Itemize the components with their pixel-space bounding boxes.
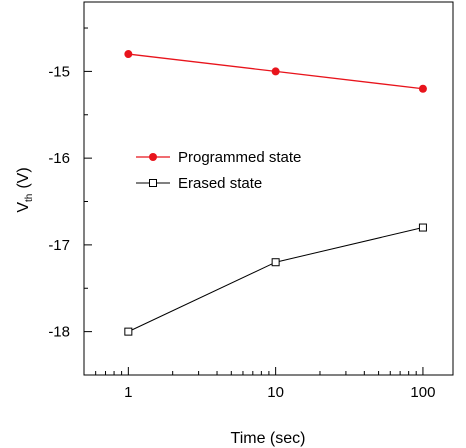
legend-marker-programmed [149, 153, 157, 161]
legend-label-erased: Erased state [178, 175, 262, 192]
y-tick-label: -17 [48, 237, 70, 254]
legend-item-erased: Erased state [136, 175, 262, 192]
legend-label-programmed: Programmed state [178, 149, 301, 166]
y-tick-label: -15 [48, 63, 70, 80]
plot-frame [83, 1, 454, 376]
data-point-erased [418, 223, 427, 232]
y-axis-title-main: V [15, 202, 32, 213]
data-point-programmed [124, 50, 133, 59]
data-point-programmed [418, 84, 427, 93]
series-line-erased [128, 227, 424, 333]
series-layer [124, 50, 427, 336]
y-axis: -15 -16 -17 -18 [48, 27, 92, 376]
y-tick-label: -16 [48, 150, 70, 167]
y-axis-title-subscript: th [24, 194, 35, 202]
data-point-erased [271, 258, 280, 267]
legend-item-programmed: Programmed state [136, 149, 301, 166]
y-tick-label: -18 [48, 324, 70, 341]
data-point-programmed [271, 67, 280, 76]
legend-marker-erased [149, 179, 157, 187]
x-tick-label: 100 [410, 384, 435, 401]
legend: Programmed state Erased state [136, 149, 301, 192]
y-axis-title: Vth (V) [15, 167, 35, 212]
x-axis-title: Time (sec) [231, 430, 306, 447]
x-tick-label: 1 [124, 384, 132, 401]
x-axis: 1 10 100 [83, 367, 435, 401]
data-point-erased [124, 327, 133, 336]
y-axis-title-unit: (V) [15, 167, 32, 188]
x-tick-label: 10 [267, 384, 284, 401]
svg-text:Vth(V): Vth (V) [15, 167, 35, 212]
